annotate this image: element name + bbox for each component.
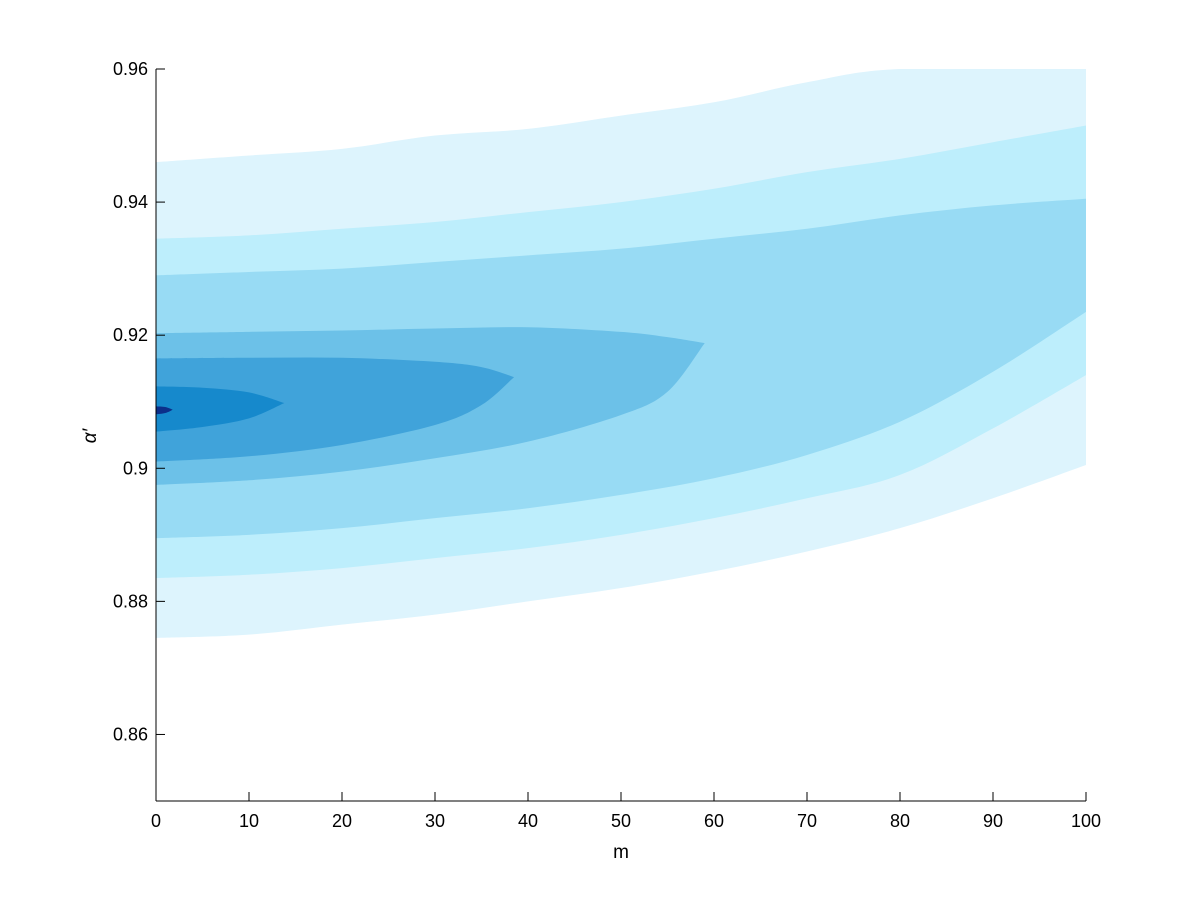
y-tick-label: 0.92 [113, 325, 148, 345]
contour-band-5 [156, 357, 515, 462]
x-tick-label: 20 [332, 811, 352, 831]
x-tick-label: 40 [518, 811, 538, 831]
y-tick-label: 0.86 [113, 724, 148, 744]
y-tick-label: 0.88 [113, 591, 148, 611]
x-tick-label: 60 [704, 811, 724, 831]
x-tick-label: 70 [797, 811, 817, 831]
x-tick-label: 30 [425, 811, 445, 831]
y-axis-label: α′ [80, 427, 101, 443]
x-tick-label: 50 [611, 811, 631, 831]
y-tick-label: 0.9 [123, 458, 148, 478]
x-axis-label: m [613, 842, 629, 863]
y-tick-label: 0.96 [113, 59, 148, 79]
contour-bands [156, 69, 1086, 638]
x-tick-label: 100 [1071, 811, 1101, 831]
y-ticks: 0.86 0.88 0.9 0.92 0.94 0.96 [113, 59, 165, 744]
contour-band-6 [156, 386, 285, 432]
x-ticks: 0 10 20 30 40 50 60 70 80 90 100 [151, 792, 1101, 831]
y-tick-label: 0.94 [113, 192, 148, 212]
x-tick-label: 0 [151, 811, 161, 831]
x-tick-label: 80 [890, 811, 910, 831]
x-tick-label: 90 [983, 811, 1003, 831]
contour-band-7 [156, 406, 173, 415]
x-tick-label: 10 [239, 811, 259, 831]
